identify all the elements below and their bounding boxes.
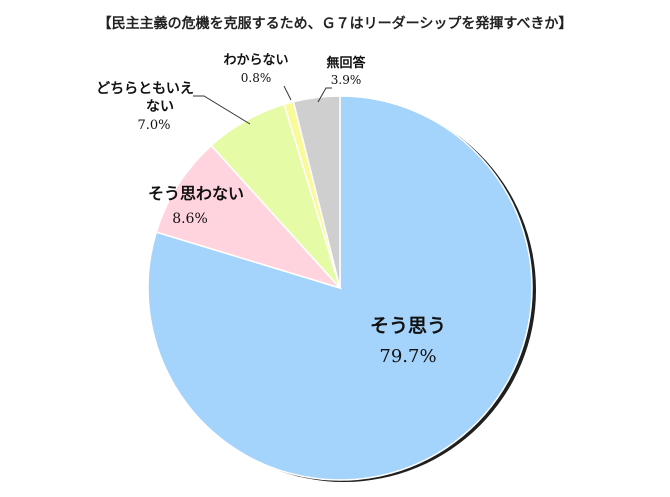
slice-4-label: 無回答 (326, 55, 366, 71)
slice-4-value-label: 3.9% (331, 73, 362, 87)
chart-title: 【民主主義の危機を克服するため、Ｇ７はリーダーシップを発揮すべきか】 (98, 15, 573, 32)
pie-slices (147, 95, 533, 481)
slice-4-leader-line (317, 87, 332, 103)
slice-3-leader-line (283, 85, 292, 101)
slice-4-wedge (292, 95, 341, 289)
slice-2-label-line-1: どちらともいえ (96, 81, 194, 97)
slice-0-label: そう思う (370, 315, 446, 337)
slice-1-wedge (155, 144, 343, 290)
slice-0-value-label: 79.7% (379, 346, 436, 367)
slice-1-value-label: 8.6% (172, 211, 208, 227)
slice-3-value-label: 0.8% (241, 71, 272, 85)
slice-3-label: わからない (223, 53, 288, 68)
slice-2-label-line-2: ない (146, 99, 174, 115)
leader-lines (193, 85, 332, 125)
slice-0-wedge (147, 95, 533, 481)
slice-1-label: そう思わない (148, 184, 244, 203)
slice-2-leader-line (193, 95, 251, 125)
slice-2-value-label: 7.0% (137, 118, 170, 133)
